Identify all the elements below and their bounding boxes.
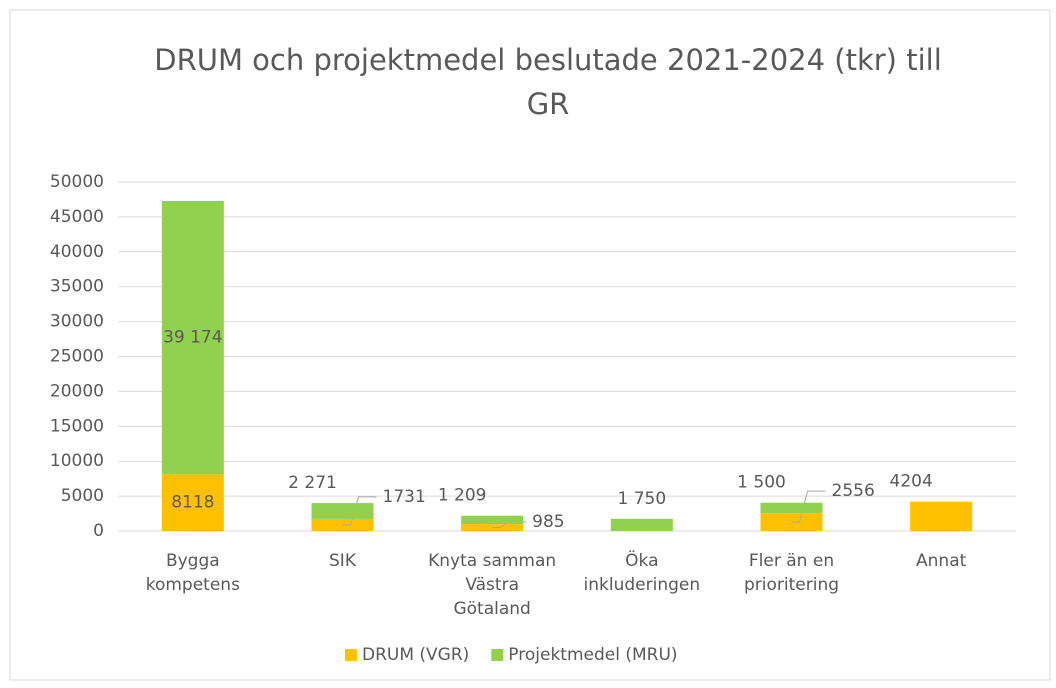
x-tick-label: Knyta samman Västra Götaland — [428, 551, 556, 619]
x-tick-label: Annat — [916, 551, 967, 571]
x-tick-label: SIK — [329, 551, 357, 571]
x-tick-label: Öka inkluderingen — [584, 549, 701, 595]
x-tick-label: Bygga kompetens — [146, 551, 240, 595]
y-tick-label: 10000 — [50, 451, 104, 471]
bar-segment — [461, 515, 524, 525]
data-label: 2 271 — [288, 473, 337, 493]
legend-label: Projektmedel (MRU) — [508, 645, 677, 665]
bar-segment — [760, 502, 823, 514]
data-label: 1 209 — [438, 486, 487, 506]
data-label: 2556 — [832, 481, 875, 501]
chart-title: DRUM och projektmedel beslutade 2021-202… — [154, 43, 942, 121]
y-tick-label: 35000 — [50, 277, 104, 297]
y-tick-label: 20000 — [50, 381, 104, 401]
y-tick-label: 50000 — [50, 172, 104, 192]
data-label: 1731 — [383, 487, 426, 507]
data-label: 1 500 — [737, 473, 786, 493]
bar-segment — [910, 501, 973, 531]
bar-segment — [461, 524, 524, 531]
data-label: 985 — [532, 512, 564, 532]
data-label: 8118 — [171, 493, 214, 513]
legend-swatch — [491, 649, 504, 661]
bar-segment — [311, 503, 374, 519]
data-label: 4204 — [890, 472, 933, 492]
x-tick-label: Fler än en prioritering — [744, 551, 839, 595]
y-tick-label: 40000 — [50, 242, 104, 262]
data-label: 39 174 — [163, 328, 222, 348]
data-label: 1 750 — [617, 489, 666, 509]
y-tick-label: 25000 — [50, 347, 104, 367]
y-tick-label: 30000 — [50, 312, 104, 332]
y-tick-label: 0 — [93, 521, 104, 541]
bar-segment — [610, 518, 673, 531]
legend-swatch — [345, 649, 357, 661]
bar-segment — [161, 474, 224, 531]
legend-label: DRUM (VGR) — [362, 645, 469, 665]
y-tick-label: 15000 — [50, 416, 104, 436]
y-tick-label: 5000 — [61, 486, 104, 506]
bar-segment — [161, 200, 224, 475]
y-tick-label: 45000 — [50, 207, 104, 227]
